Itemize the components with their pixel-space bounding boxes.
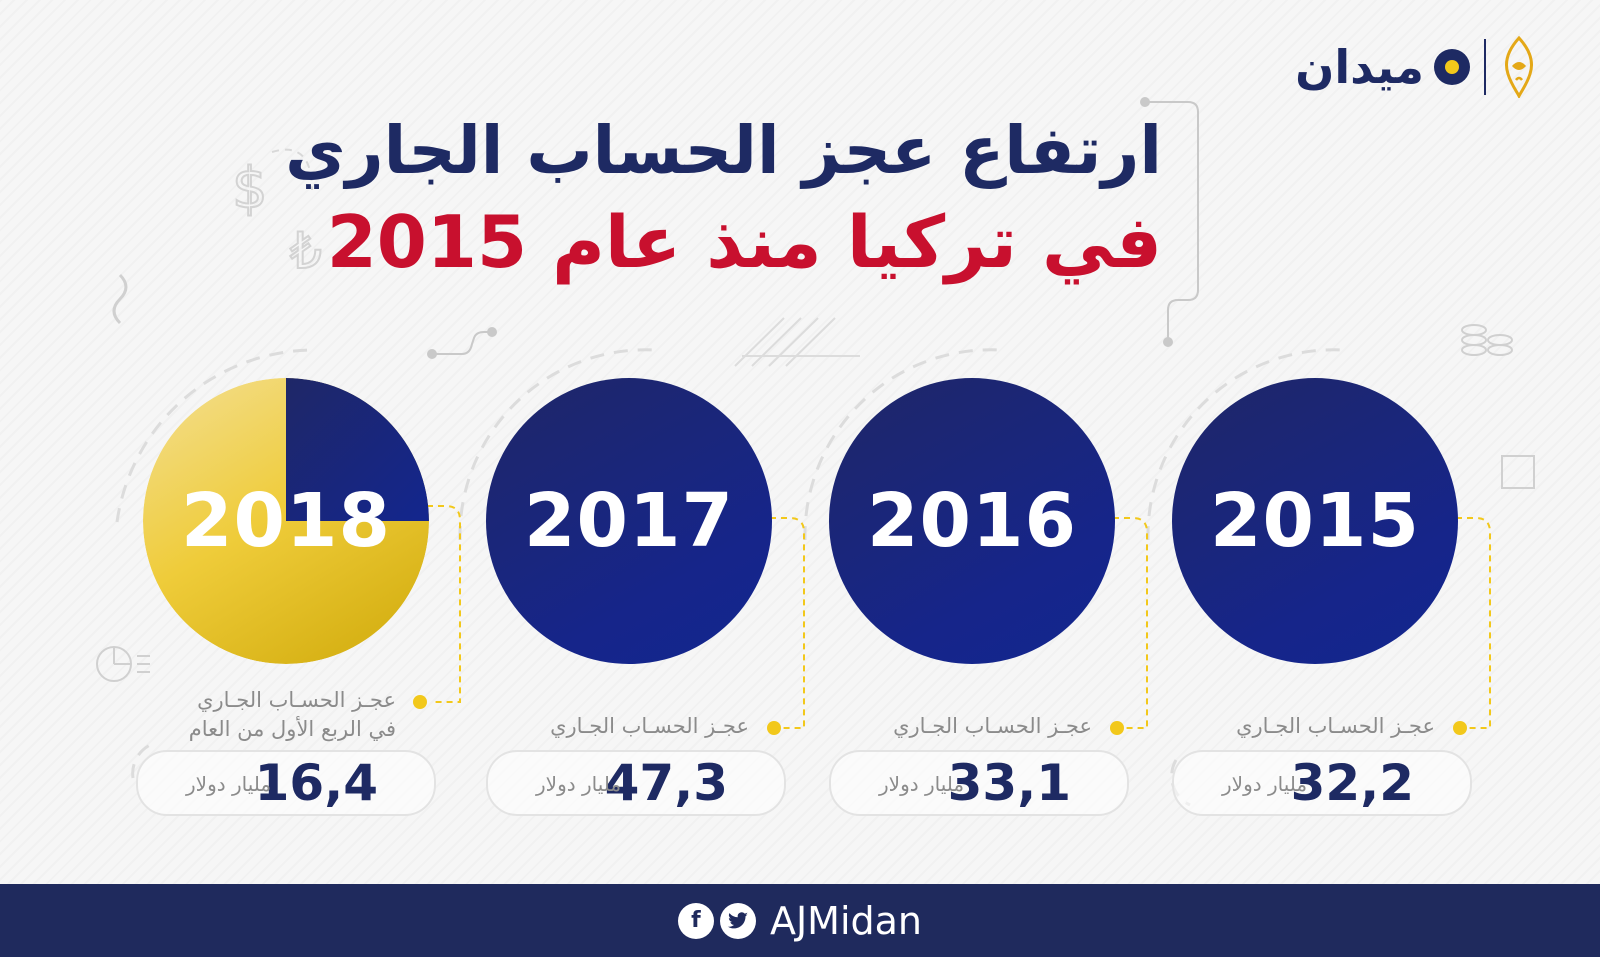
year-label: 2015 [1210, 478, 1420, 564]
aljazeera-emblem-icon [1504, 36, 1534, 98]
year-circle-2017: 2017 [486, 378, 772, 664]
deficit-label-text: عجـز الحسـاب الجـاري [1236, 714, 1435, 738]
value-pill-2018: 16,4 مليار دولار [136, 750, 436, 816]
deficit-label-text: عجـز الحسـاب الجـاري [893, 714, 1092, 738]
midan-logo-text: ميدان [1295, 40, 1424, 94]
value-pill-2016: 33,1 مليار دولار [829, 750, 1129, 816]
deficit-value: 33,1 [947, 754, 1071, 812]
midan-logo-icon [1434, 49, 1470, 85]
year-circle-2018: 2018 [143, 378, 429, 664]
deficit-label-text: عجـز الحسـاب الجـاري [197, 688, 396, 712]
deficit-label: عجـز الحسـاب الجـاري [1236, 712, 1435, 741]
year-label: 2016 [867, 478, 1077, 564]
quarter-pie [143, 378, 429, 664]
facebook-icon[interactable]: f [677, 902, 714, 939]
value-pill-2015: 32,2 مليار دولار [1172, 750, 1472, 816]
logo-divider [1484, 39, 1486, 95]
footer-bar: f AJMidan [0, 884, 1600, 957]
deficit-label-text: عجـز الحسـاب الجـاري [550, 714, 749, 738]
title-line-1: ارتفاع عجز الحساب الجاري [285, 112, 1162, 189]
value-unit: مليار دولار [186, 772, 272, 796]
brand-logo: ميدان [1295, 36, 1538, 98]
deficit-label: عجـز الحسـاب الجـاري في الربع الأول من ا… [189, 686, 396, 744]
deficit-value: 32,2 [1290, 754, 1414, 812]
twitter-icon[interactable] [719, 902, 756, 939]
value-unit: مليار دولار [879, 772, 965, 796]
svg-text:₺: ₺ [290, 222, 322, 280]
year-circle-2015: 2015 [1172, 378, 1458, 664]
deficit-label: عجـز الحسـاب الجـاري [893, 712, 1092, 741]
value-pill-2017: 47,3 مليار دولار [486, 750, 786, 816]
svg-text:$: $ [232, 156, 268, 221]
deficit-value: 16,4 [254, 754, 378, 812]
social-handle[interactable]: AJMidan [769, 898, 923, 943]
year-label: 2017 [524, 478, 734, 564]
year-label: 2018 [181, 478, 391, 564]
deficit-value: 47,3 [604, 754, 728, 812]
pie-quarter-slice [286, 378, 429, 521]
value-unit: مليار دولار [536, 772, 622, 796]
title-line-2: في تركيا منذ عام 2015 [326, 200, 1162, 284]
deficit-label: عجـز الحسـاب الجـاري [550, 712, 749, 741]
deficit-label-subtext: في الربع الأول من العام [188, 717, 396, 741]
value-unit: مليار دولار [1222, 772, 1308, 796]
year-circle-2016: 2016 [829, 378, 1115, 664]
